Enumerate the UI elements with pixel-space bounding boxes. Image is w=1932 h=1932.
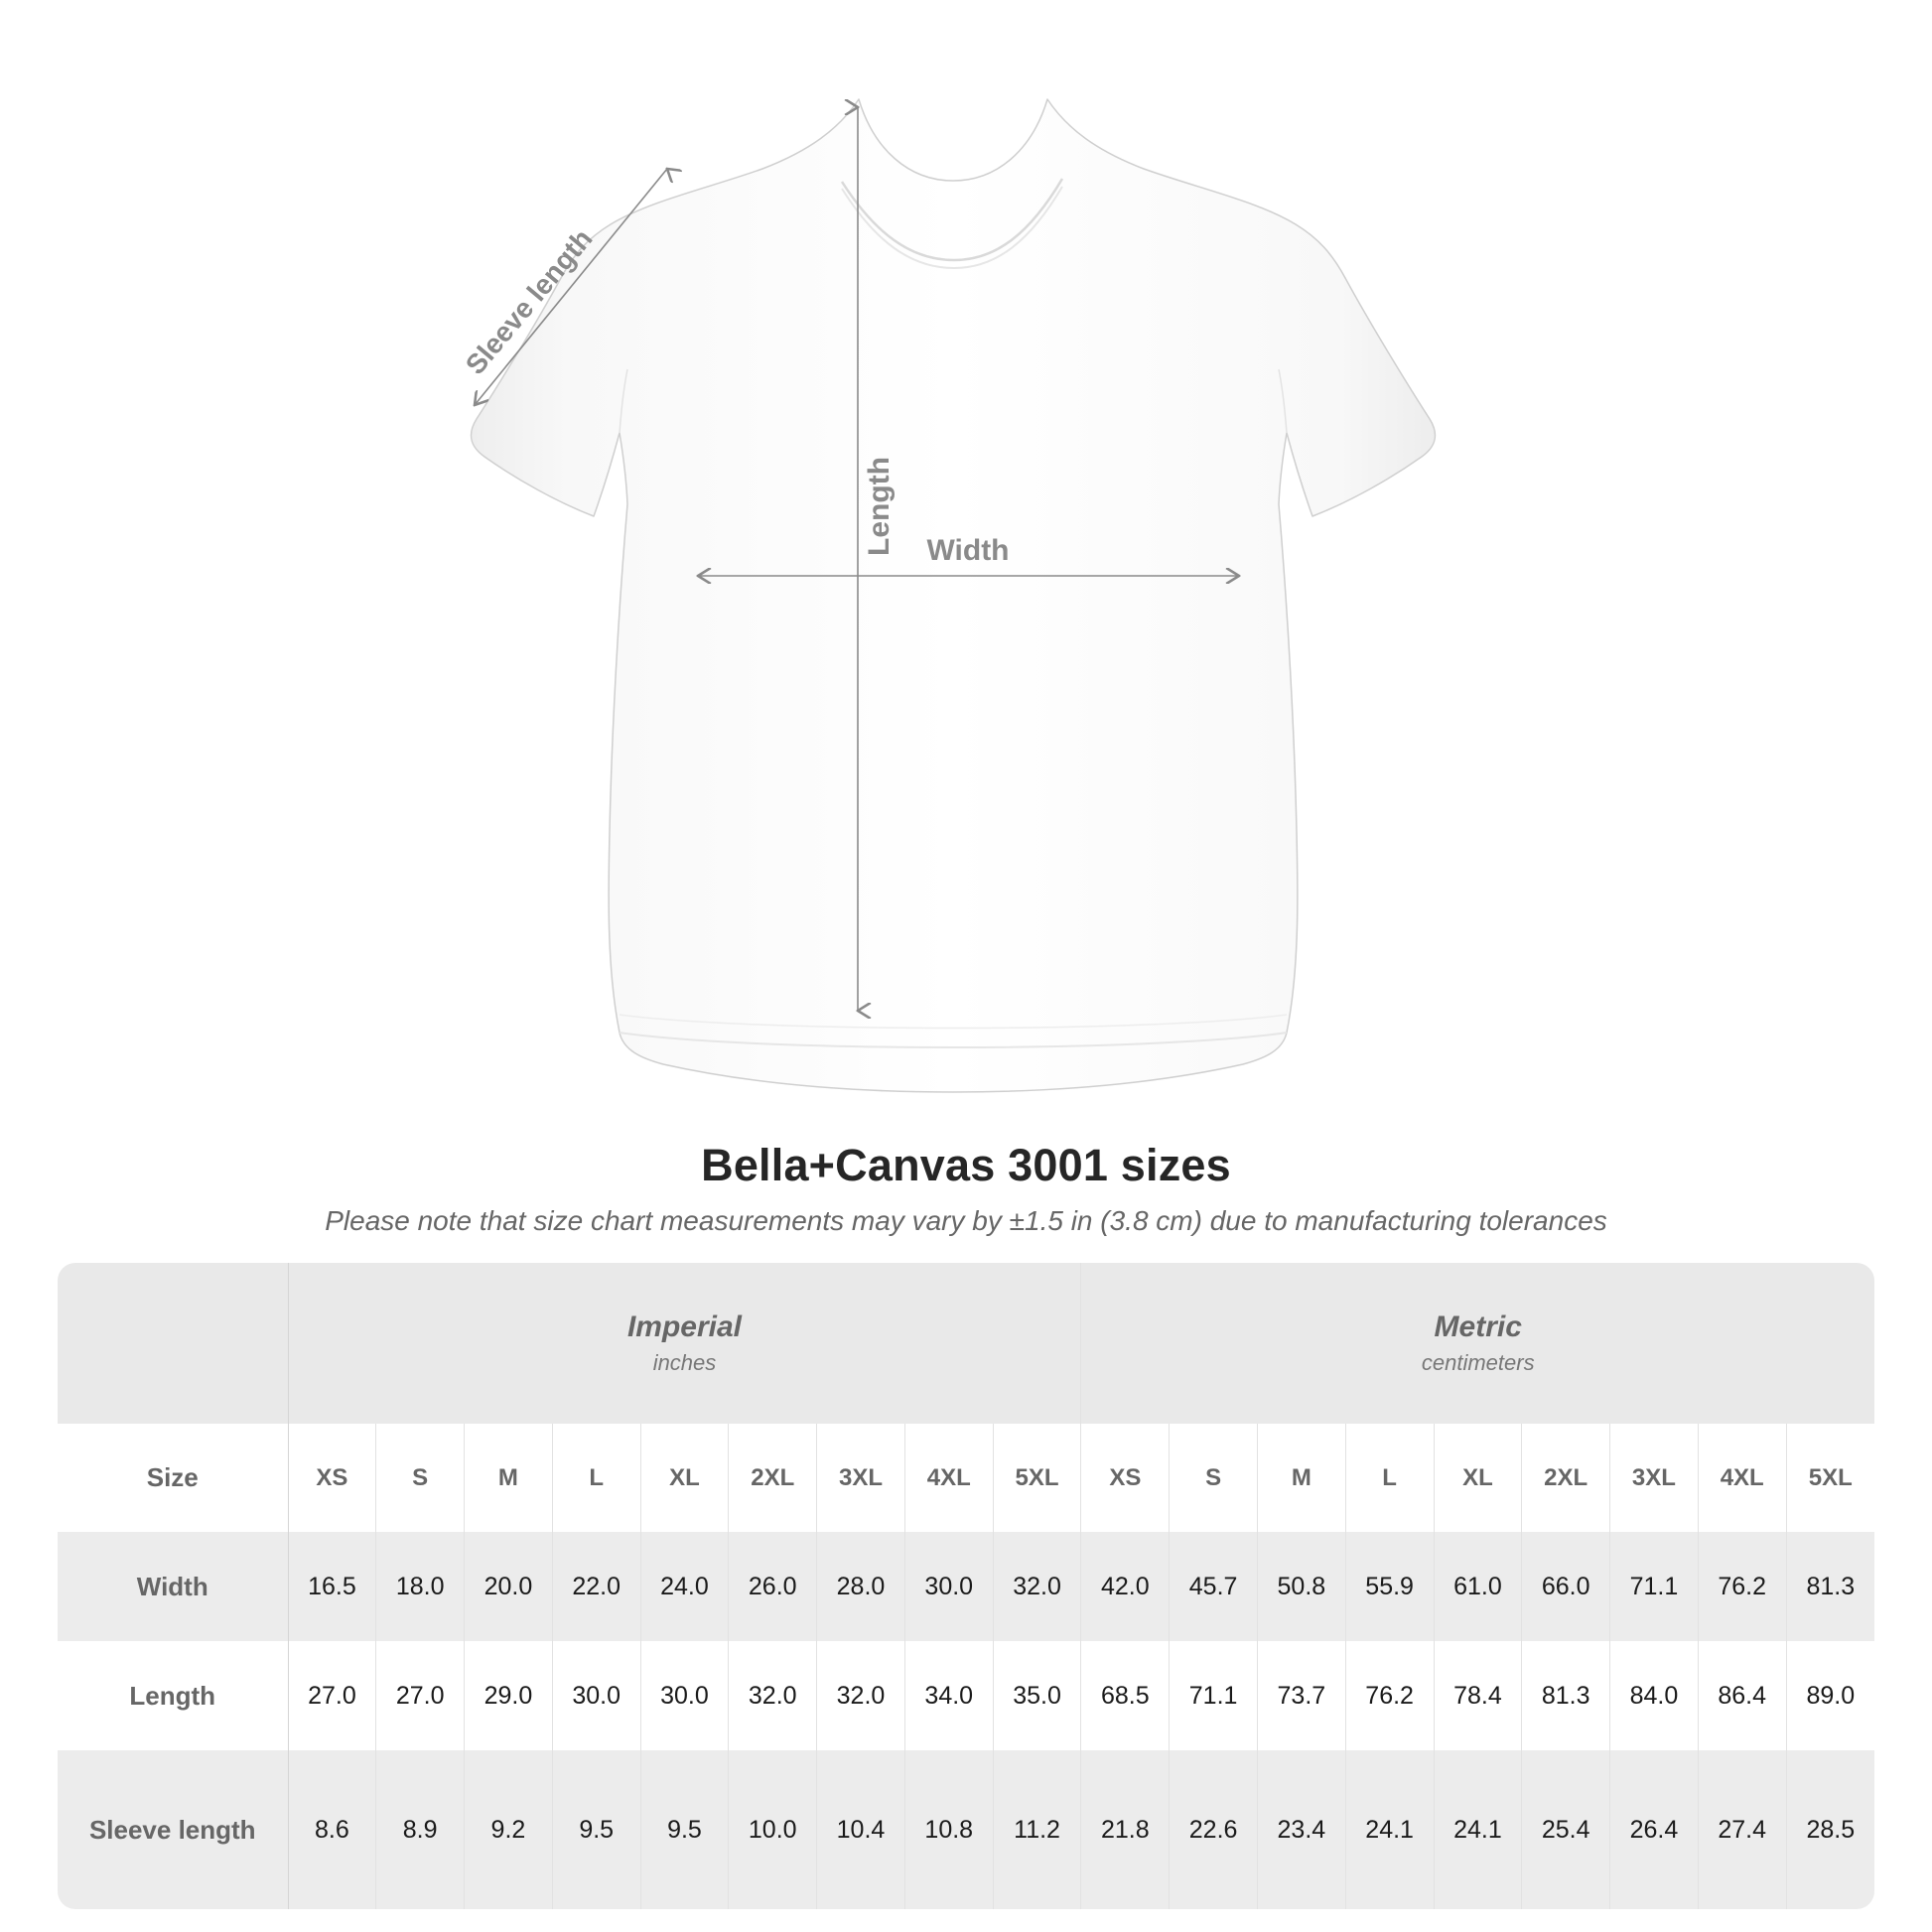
svg-text:Width: Width	[926, 534, 1009, 567]
svg-text:Length: Length	[863, 457, 896, 556]
